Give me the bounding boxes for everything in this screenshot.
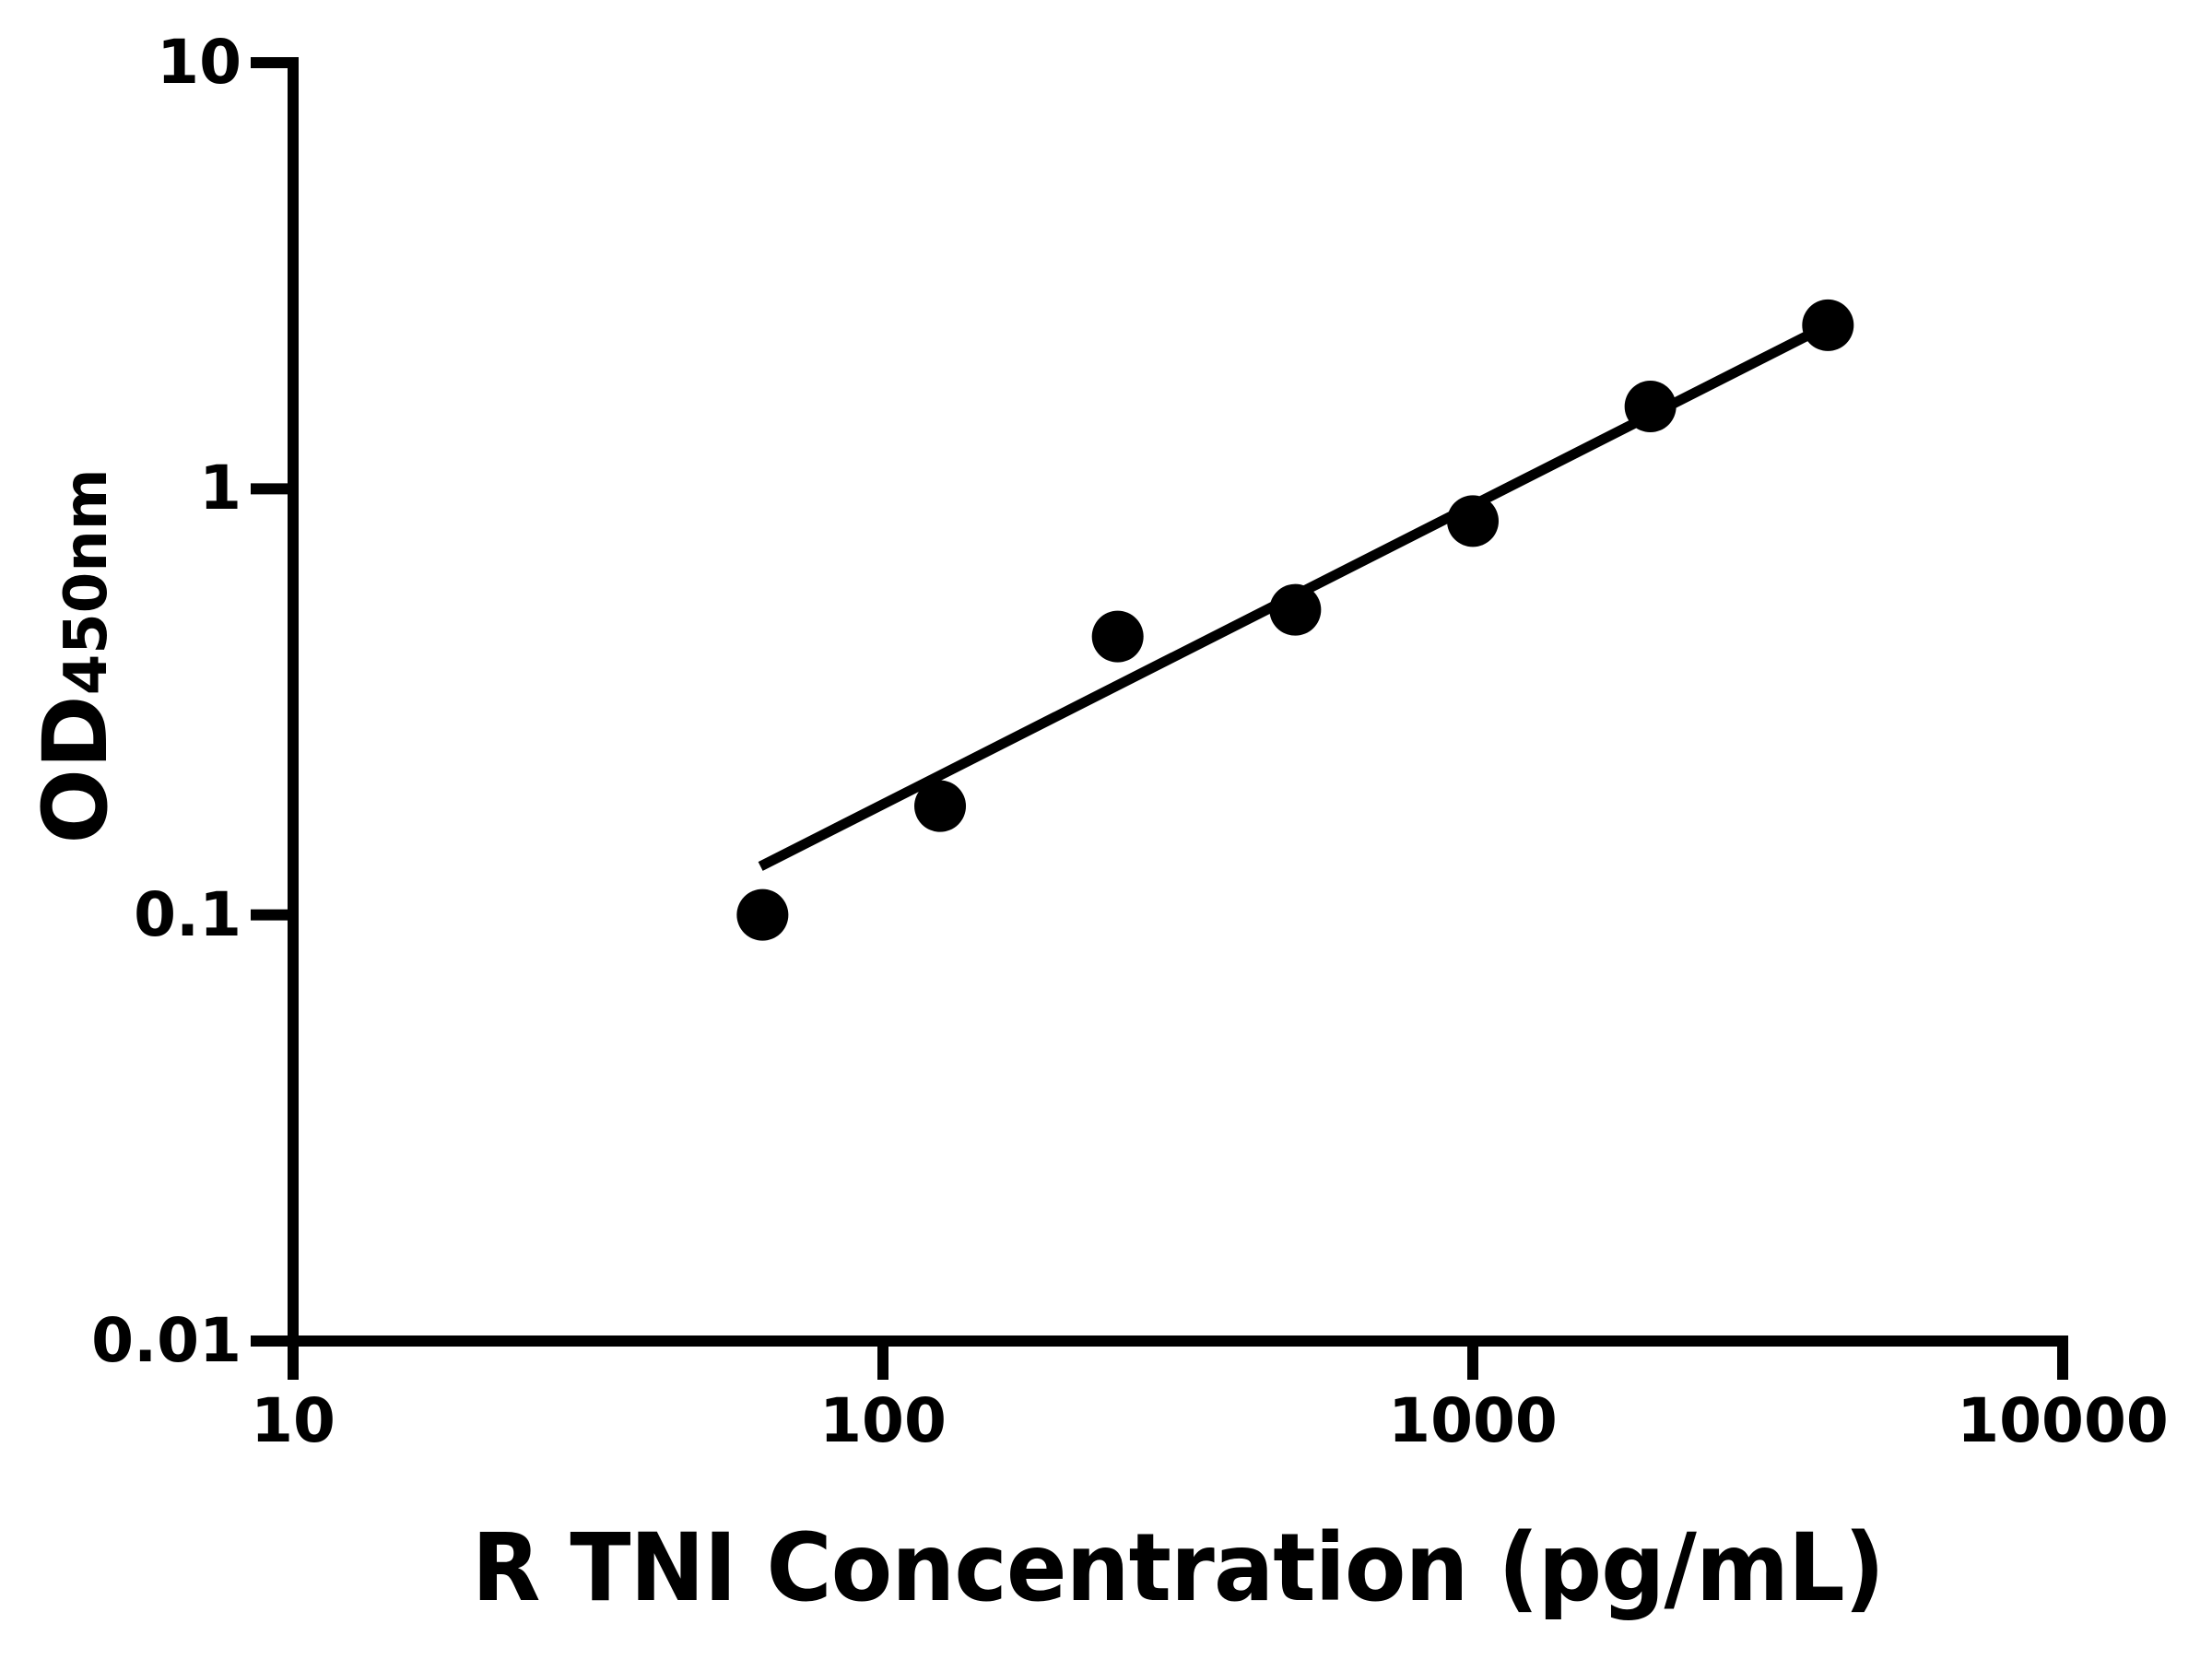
- y-tick-label: 0.01: [91, 1305, 241, 1376]
- y-tick-label: 10: [157, 27, 241, 98]
- data-point: [1624, 381, 1677, 433]
- x-axis-title: R TNI Concentration (pg/mL): [471, 1513, 1885, 1623]
- data-point: [736, 888, 789, 941]
- y-axis-title-subscript: 450nm: [53, 468, 121, 696]
- y-tick-label: 0.1: [134, 878, 241, 950]
- y-axis-title-main: OD: [24, 695, 127, 844]
- data-point: [1447, 495, 1499, 547]
- data-point: [914, 780, 967, 832]
- x-tick-label: 1000: [1388, 1385, 1558, 1456]
- x-tick-label: 10: [251, 1385, 335, 1456]
- x-tick-label: 10000: [1957, 1385, 2169, 1456]
- y-tick-label: 1: [199, 453, 241, 524]
- x-tick-label: 100: [819, 1385, 947, 1456]
- data-point: [1091, 610, 1144, 663]
- data-point: [1269, 583, 1322, 636]
- data-point: [1802, 299, 1854, 351]
- y-axis-title: OD 450nm: [24, 468, 127, 843]
